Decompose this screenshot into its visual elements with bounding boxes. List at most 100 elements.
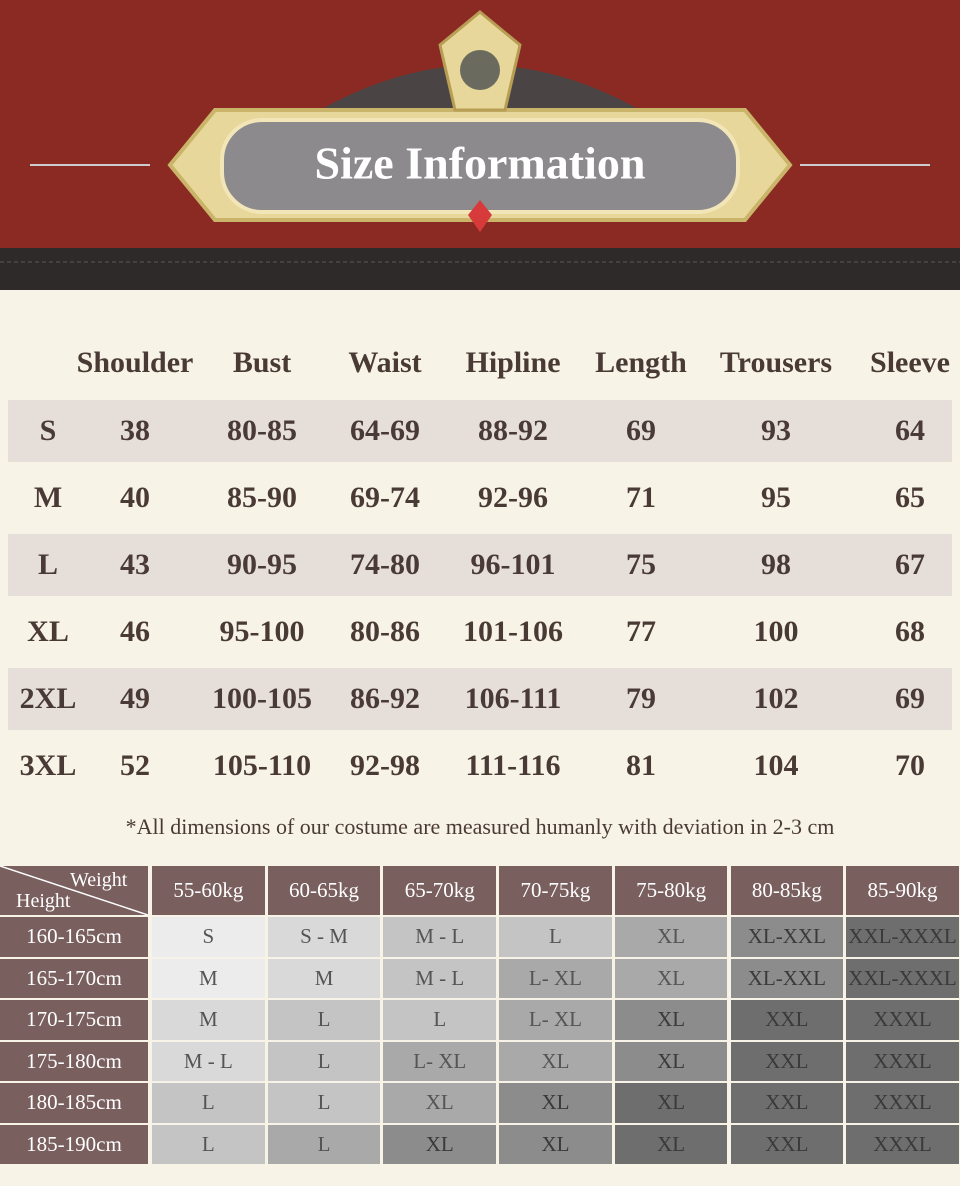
size-value: 70: [895, 749, 925, 782]
size-value: 90-95: [227, 548, 297, 581]
size-cell: XXL-XXXL: [846, 917, 959, 957]
size-cell: L: [383, 1000, 497, 1040]
column-header: Waist: [348, 346, 422, 379]
size-cell: M - L: [383, 958, 497, 998]
size-cell: L: [152, 1083, 265, 1123]
size-value: 95: [761, 481, 791, 514]
size-cell: XL: [614, 1041, 728, 1081]
size-label: 2XL: [19, 682, 77, 715]
size-label: S: [39, 414, 57, 447]
size-value: 81: [626, 749, 656, 782]
size-value: 104: [753, 749, 799, 782]
size-cell: XL: [614, 917, 728, 957]
size-value: 79: [626, 682, 656, 715]
size-value: 80-85: [227, 414, 297, 447]
size-value: 102: [753, 682, 799, 715]
size-cell: L: [267, 1083, 381, 1123]
height-label: 160-165cm: [0, 917, 148, 957]
size-cell: M: [267, 958, 381, 998]
size-value: 80-86: [350, 615, 420, 648]
size-label: 3XL: [19, 749, 77, 782]
size-cell: L: [499, 917, 612, 957]
height-label: 175-180cm: [0, 1041, 148, 1081]
size-cell: XXL: [730, 1083, 844, 1123]
size-value: 77: [626, 615, 656, 648]
size-cell: L: [267, 1000, 381, 1040]
size-value: 43: [120, 548, 150, 581]
size-cell: S: [152, 917, 265, 957]
size-value: 46: [120, 615, 150, 648]
size-cell: XXXL: [846, 1041, 959, 1081]
size-value: 98: [761, 548, 791, 581]
size-cell: M - L: [152, 1041, 265, 1081]
weight-header: 70-75kg: [499, 866, 612, 915]
header-banner: Size Information: [0, 0, 960, 290]
size-value: 38: [120, 414, 150, 447]
size-cell: XL: [614, 1124, 728, 1164]
size-label: XL: [27, 615, 69, 648]
column-header: Shoulder: [76, 346, 194, 379]
size-cell: L: [267, 1041, 381, 1081]
weight-header: 65-70kg: [383, 866, 497, 915]
size-value: 95-100: [219, 615, 305, 648]
height-label: 170-175cm: [0, 1000, 148, 1040]
corner-height: Height: [16, 890, 71, 912]
height-label: 165-170cm: [0, 958, 148, 998]
size-value: 92-96: [478, 481, 548, 514]
size-value: 74-80: [350, 548, 420, 581]
weight-header: 75-80kg: [614, 866, 728, 915]
height-label: 180-185cm: [0, 1083, 148, 1123]
weight-header: 85-90kg: [846, 866, 959, 915]
note: *All dimensions of our costume are measu…: [125, 814, 835, 839]
size-cell: L: [267, 1124, 381, 1164]
size-value: 64: [895, 414, 925, 447]
size-cell: M: [152, 1000, 265, 1040]
size-cell: M - L: [383, 917, 497, 957]
size-value: 96-101: [470, 548, 556, 581]
size-value: 52: [120, 749, 150, 782]
size-cell: XXL: [730, 1124, 844, 1164]
size-cell: S - M: [267, 917, 381, 957]
size-cell: L- XL: [499, 958, 612, 998]
size-cell: XL: [499, 1124, 612, 1164]
size-value: 49: [120, 682, 150, 715]
corner-weight: Weight: [70, 869, 128, 891]
size-value: 69-74: [350, 481, 420, 514]
size-value: 71: [626, 481, 656, 514]
size-cell: XL: [383, 1124, 497, 1164]
column-header: Hipline: [465, 346, 561, 379]
size-cell: L: [152, 1124, 265, 1164]
size-cell: XL: [614, 1000, 728, 1040]
size-cell: XXL-XXXL: [846, 958, 959, 998]
size-cell: XL: [614, 958, 728, 998]
size-cell: M: [152, 958, 265, 998]
size-value: 100: [753, 615, 799, 648]
size-cell: XL-XXL: [730, 917, 844, 957]
weight-header: 55-60kg: [152, 866, 265, 915]
size-cell: XXXL: [846, 1000, 959, 1040]
size-value: 105-110: [212, 749, 312, 782]
size-cell: XL: [499, 1041, 612, 1081]
column-header: Length: [595, 346, 687, 379]
size-value: 88-92: [478, 414, 548, 447]
size-value: 92-98: [350, 749, 420, 782]
size-cell: XXL: [730, 1000, 844, 1040]
column-header: Trousers: [719, 346, 833, 379]
size-value: 101-106: [463, 615, 563, 648]
size-value: 67: [895, 548, 925, 581]
size-value: 69: [895, 682, 925, 715]
size-cell: XL: [614, 1083, 728, 1123]
column-header: Bust: [232, 346, 292, 379]
size-label: M: [33, 481, 63, 514]
size-cell: L- XL: [499, 1000, 612, 1040]
column-header: Sleeve: [870, 346, 950, 379]
size-value: 68: [895, 615, 925, 648]
size-value: 93: [761, 414, 791, 447]
size-cell: XL: [383, 1083, 497, 1123]
size-value: 64-69: [350, 414, 420, 447]
size-value: 86-92: [350, 682, 420, 715]
size-value: 85-90: [227, 481, 297, 514]
size-value: 65: [895, 481, 925, 514]
corner-cell: [0, 866, 148, 915]
size-value: 69: [626, 414, 656, 447]
